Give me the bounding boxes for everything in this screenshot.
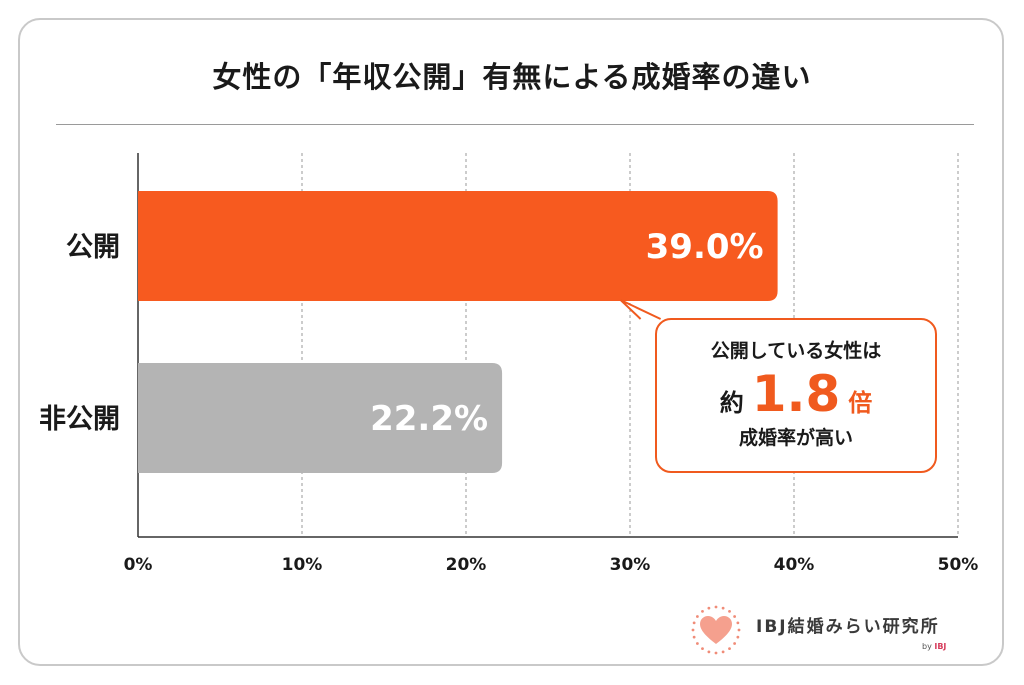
- heart-ring-dot: [721, 650, 725, 654]
- heart-icon: [691, 605, 741, 655]
- x-tick-label: 50%: [938, 555, 979, 575]
- bar-value-label: 22.2%: [370, 399, 488, 439]
- heart-ring-dot: [695, 642, 699, 645]
- x-tick-label: 10%: [282, 555, 323, 575]
- heart-ring-dot: [701, 647, 704, 651]
- callout-line3: 成婚率が高い: [738, 427, 853, 449]
- heart-ring-dot: [695, 615, 699, 618]
- heart-ring-dot: [692, 621, 696, 625]
- callout-ratio: 約 1.8 倍: [657, 365, 935, 423]
- callout-prefix: 約: [719, 389, 744, 417]
- callout-suffix: 倍: [848, 389, 873, 417]
- heart-ring-dot: [707, 606, 711, 610]
- bar-private: [138, 363, 503, 473]
- heart-ring-dot: [714, 605, 718, 609]
- heart-ring-dot: [701, 609, 704, 613]
- callout-box: 公開している女性は 約 1.8 倍 成婚率が高い: [655, 318, 937, 473]
- bars: 39.0% 22.2%: [138, 191, 778, 473]
- heart-ring-dot: [691, 628, 695, 632]
- heart-ring-dot: [736, 621, 740, 625]
- category-label: 非公開: [39, 404, 120, 435]
- chart-title: 女性の「年収公開」有無による成婚率の違い: [212, 60, 812, 94]
- callout-pointer: [619, 299, 662, 320]
- x-axis-ticks: 0% 10% 20% 30% 40% 50%: [124, 555, 979, 575]
- callout-line1: 公開している女性は: [710, 340, 882, 362]
- heart-ring-dot: [728, 609, 731, 613]
- category-label: 公開: [66, 232, 120, 263]
- logo-brand: IBJ: [934, 642, 947, 651]
- heart-ring-dot: [714, 651, 718, 655]
- heart-ring-dot: [736, 635, 740, 639]
- bar-value-label: 39.0%: [646, 227, 764, 267]
- heart-ring-dot: [707, 650, 711, 654]
- heart-ring-dot: [692, 635, 696, 639]
- logo-by: by: [922, 642, 932, 651]
- logo-text: IBJ結婚みらい研究所: [756, 617, 940, 637]
- title-divider: [56, 124, 974, 125]
- ibj-logo: IBJ結婚みらい研究所 by IBJ: [684, 600, 984, 660]
- heart-ring-dot: [737, 628, 741, 632]
- callout-number: 1.8: [751, 365, 841, 423]
- logo-byline: by IBJ: [922, 642, 946, 651]
- x-tick-label: 20%: [446, 555, 487, 575]
- bar-public: [138, 191, 778, 301]
- x-tick-label: 30%: [610, 555, 651, 575]
- heart-ring-dot: [728, 647, 731, 651]
- heart-ring-dot: [733, 615, 737, 618]
- x-tick-label: 40%: [774, 555, 815, 575]
- heart-ring-dot: [733, 642, 737, 645]
- x-tick-label: 0%: [124, 555, 153, 575]
- heart-ring-dot: [721, 606, 725, 610]
